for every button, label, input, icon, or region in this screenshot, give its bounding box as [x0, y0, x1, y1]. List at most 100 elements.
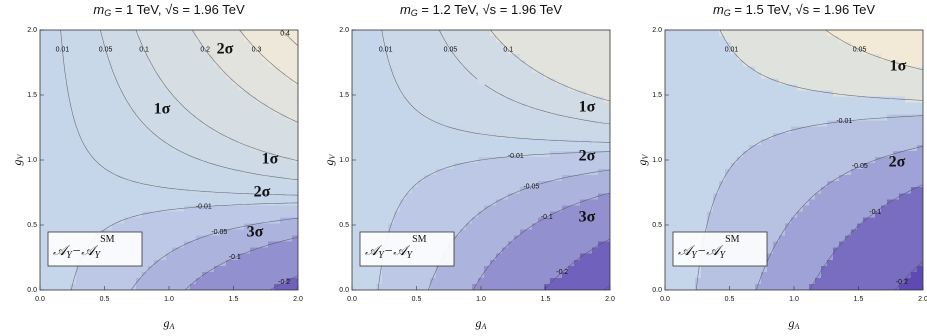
fill-cell: [70, 66, 77, 73]
fill-cell: [755, 277, 762, 285]
fill-cell: [214, 193, 221, 200]
fill-cell: [40, 199, 47, 206]
fill-cell: [544, 132, 551, 140]
fill-cell: [136, 271, 143, 279]
fill-cell: [580, 169, 587, 176]
fill-cell: [370, 30, 377, 37]
fill-cell: [592, 229, 599, 237]
fill-cell: [136, 30, 143, 37]
fill-cell: [809, 36, 816, 43]
fill-cell: [797, 48, 804, 55]
fill-cell: [250, 265, 257, 273]
fill-cell: [172, 132, 179, 140]
fill-cell: [94, 36, 101, 43]
fill-cell: [719, 205, 726, 212]
fill-cell: [562, 120, 569, 128]
fill-cell: [154, 72, 161, 79]
fill-cell: [274, 150, 281, 158]
fill-cell: [466, 259, 473, 267]
fill-cell: [256, 265, 263, 273]
fill-cell: [761, 271, 768, 279]
fill-cell: [142, 163, 149, 170]
fill-cell: [821, 229, 828, 237]
fill-cell: [160, 169, 167, 176]
fill-cell: [100, 114, 107, 122]
fill-cell: [556, 223, 563, 231]
fill-cell: [532, 265, 539, 273]
fill-cell: [46, 126, 53, 134]
fill-cell: [412, 54, 419, 61]
fill-cell: [76, 42, 83, 49]
fill-cell: [364, 48, 371, 55]
fill-cell: [442, 96, 449, 104]
fill-cell: [292, 271, 298, 279]
fill-cell: [88, 126, 95, 134]
fill-cell: [472, 54, 479, 61]
title-sub: G: [104, 8, 111, 18]
fill-cell: [154, 90, 161, 98]
fill-cell: [262, 144, 269, 152]
fill-cell: [112, 42, 119, 49]
fill-cell: [677, 181, 684, 188]
fill-cell: [286, 193, 293, 200]
fill-cell: [106, 60, 113, 67]
fill-cell: [773, 175, 780, 182]
fill-cell: [737, 42, 744, 49]
fill-cell: [737, 150, 744, 158]
fill-cell: [508, 72, 515, 79]
fill-cell: [208, 211, 215, 219]
fill-cell: [100, 199, 107, 206]
fill-cell: [550, 36, 557, 43]
fill-cell: [550, 265, 557, 273]
fill-cell: [112, 126, 119, 134]
fill-cell: [406, 223, 413, 231]
fill-cell: [809, 271, 816, 279]
fill-cell: [82, 156, 89, 164]
fill-cell: [58, 90, 65, 98]
fill-cell: [803, 259, 810, 267]
fill-cell: [394, 181, 401, 188]
fill-cell: [286, 108, 293, 116]
fill-cell: [809, 126, 816, 134]
fill-cell: [755, 144, 762, 152]
fill-cell: [286, 144, 293, 152]
fill-cell: [472, 66, 479, 73]
fill-cell: [809, 30, 816, 37]
fill-cell: [352, 132, 359, 140]
fill-cell: [370, 66, 377, 73]
fill-cell: [604, 271, 610, 279]
fill-cell: [448, 175, 455, 182]
fill-cell: [502, 132, 509, 140]
fill-cell: [526, 48, 533, 55]
fill-cell: [508, 156, 515, 164]
fill-cell: [208, 84, 215, 92]
fill-cell: [268, 205, 275, 212]
fill-cell: [448, 169, 455, 176]
fill-cell: [382, 169, 389, 176]
fill-cell: [280, 60, 287, 67]
y-tick-label: 0.5: [27, 222, 37, 229]
fill-cell: [424, 120, 431, 128]
fill-cell: [707, 72, 714, 79]
fill-cell: [208, 60, 215, 67]
fill-cell: [214, 72, 221, 79]
fill-cell: [370, 187, 377, 194]
fill-cell: [791, 277, 798, 285]
fill-cell: [370, 114, 377, 122]
fill-cell: [761, 60, 768, 67]
fill-cell: [707, 42, 714, 49]
fill-cell: [274, 48, 281, 55]
fill-cell: [292, 42, 298, 49]
fill-cell: [262, 259, 269, 267]
fill-cell: [490, 102, 497, 110]
fill-cell: [196, 84, 203, 92]
fill-cell: [280, 30, 287, 37]
fill-cell: [568, 271, 575, 279]
fill-cell: [70, 90, 77, 98]
fill-cell: [562, 66, 569, 73]
fill-cell: [496, 108, 503, 116]
fill-cell: [713, 181, 720, 188]
fill-cell: [52, 36, 59, 43]
fill-cell: [731, 163, 738, 170]
fill-cell: [761, 211, 768, 219]
